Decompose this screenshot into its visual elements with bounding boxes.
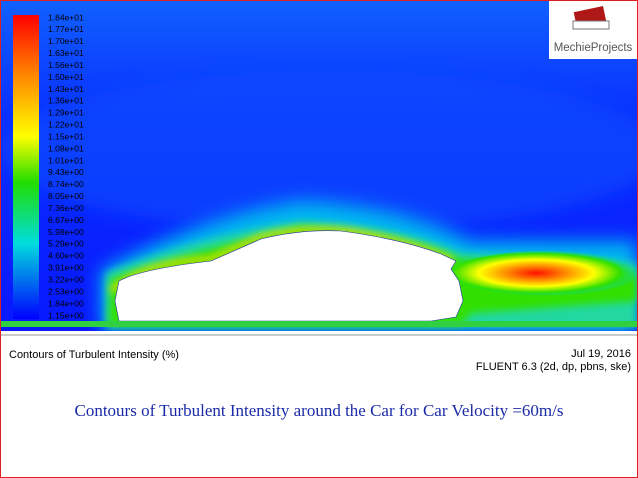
colorbar-label: 1.50e+01	[48, 72, 84, 82]
contour-band	[1, 71, 637, 231]
colorbar-label: 1.15e+01	[48, 131, 84, 141]
colorbar-label: 7.36e+00	[48, 203, 84, 213]
footer-solver: FLUENT 6.3 (2d, dp, pbns, ske)	[476, 361, 631, 373]
wake-region	[451, 251, 637, 295]
colorbar-label: 2.53e+00	[48, 286, 84, 296]
colorbar-label: 1.01e+01	[48, 155, 84, 165]
colorbar-label: 1.36e+01	[48, 96, 84, 106]
car-body	[114, 230, 464, 322]
colorbar-label: 1.63e+01	[48, 48, 84, 58]
ground-band	[1, 321, 637, 327]
colorbar-label: 5.29e+00	[48, 239, 84, 249]
colorbar-label: 1.70e+01	[48, 36, 84, 46]
colorbar-label: 1.22e+01	[48, 120, 84, 130]
colorbar-label: 1.77e+01	[48, 24, 84, 34]
colorbar-label: 5.98e+00	[48, 227, 84, 237]
colorbar-label: 1.08e+01	[48, 143, 84, 153]
colorbar-label: 4.60e+00	[48, 251, 84, 261]
footer-date: Jul 19, 2016	[571, 348, 631, 360]
colorbar-label: 1.43e+01	[48, 84, 84, 94]
colorbar-label: 8.74e+00	[48, 179, 84, 189]
colorbar-label: 1.15e+00	[48, 310, 84, 320]
colorbar-label: 1.84e+00	[48, 298, 84, 308]
colorbar-label: 1.56e+01	[48, 60, 84, 70]
logo-icon	[572, 20, 610, 30]
colorbar-label: 1.29e+01	[48, 108, 84, 118]
colorbar-label: 6.67e+00	[48, 215, 84, 225]
footer-title: Contours of Turbulent Intensity (%)	[9, 349, 179, 361]
colorbar-label: 3.22e+00	[48, 274, 84, 284]
colorbar-label: 3.91e+00	[48, 263, 84, 273]
caption: Contours of Turbulent Intensity around t…	[74, 401, 563, 420]
colorbar-label: 1.84e+01	[48, 12, 84, 22]
footer	[1, 331, 637, 379]
colorbar	[13, 15, 39, 319]
colorbar-label: 8.05e+00	[48, 191, 84, 201]
colorbar-label: 9.43e+00	[48, 167, 84, 177]
logo-text: MechieProjects	[554, 42, 633, 54]
